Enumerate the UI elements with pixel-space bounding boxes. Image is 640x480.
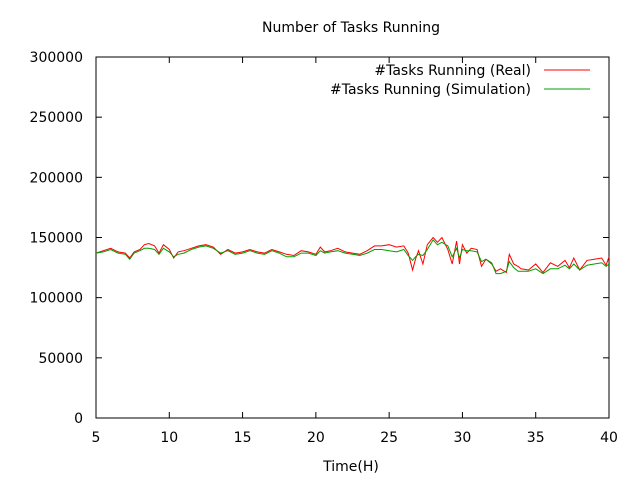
x-tick-label: 25 [380,430,398,446]
chart-title: Number of Tasks Running [262,20,440,36]
x-tick-label: 40 [600,430,618,446]
y-tick-label: 100000 [30,291,83,307]
x-tick-label: 5 [92,430,101,446]
x-tick-label: 20 [307,430,325,446]
y-tick-label: 150000 [30,231,83,247]
x-tick-label: 15 [234,430,252,446]
y-tick-label: 300000 [30,50,83,66]
plot-frame [95,56,610,419]
y-tick-label: 200000 [30,170,83,186]
x-tick-label: 10 [160,430,178,446]
x-axis-label: Time(H) [322,459,379,475]
legend-label-real: #Tasks Running (Real) [374,63,531,79]
x-axis-ticks: 5 10 15 20 25 30 35 40 [92,57,618,446]
y-tick-label: 50000 [38,351,83,367]
x-tick-label: 30 [454,430,472,446]
y-axis-ticks: 0 50000 100000 150000 200000 250000 300000 [30,50,609,427]
series-lines [95,236,610,275]
y-tick-label: 250000 [30,110,83,126]
legend-label-simulation: #Tasks Running (Simulation) [330,82,531,98]
y-tick-label: 0 [74,411,83,427]
series-line-simulation [95,239,610,275]
x-tick-label: 35 [527,430,545,446]
legend: #Tasks Running (Real) #Tasks Running (Si… [330,63,590,98]
series-line-real [95,236,610,274]
